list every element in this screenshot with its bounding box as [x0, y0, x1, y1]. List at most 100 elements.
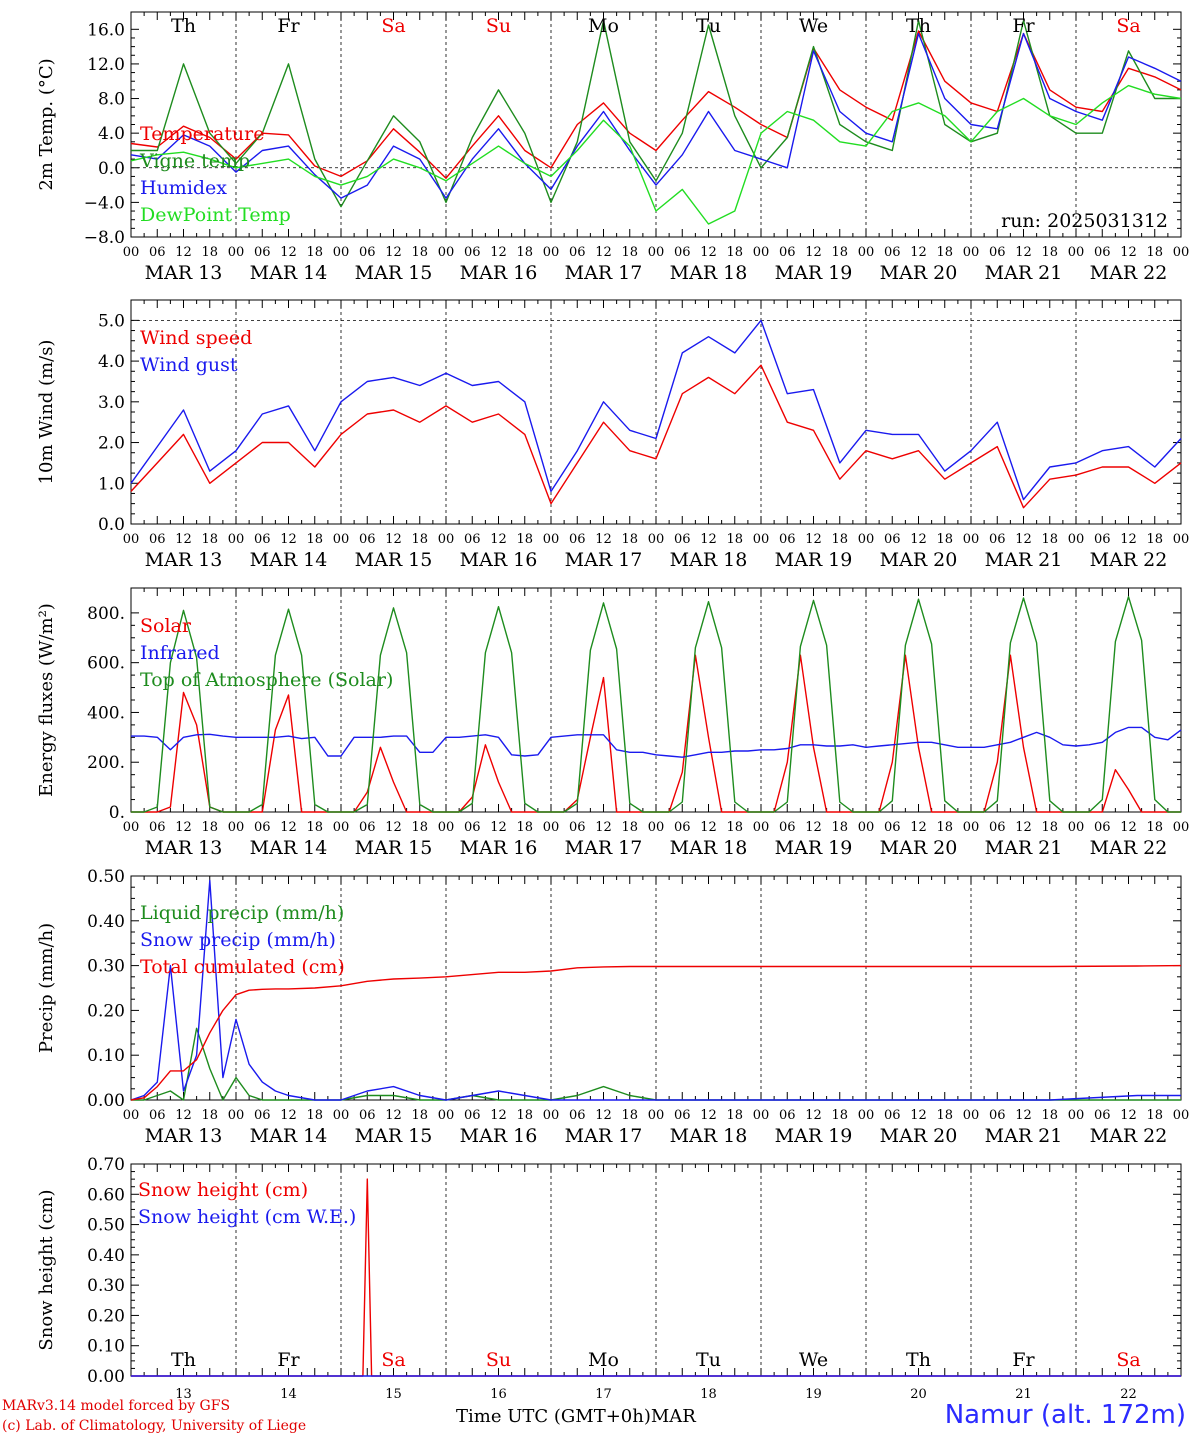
weekday-label: Fr	[277, 15, 300, 37]
hour-tick-label: 12	[805, 245, 822, 260]
hour-tick-label: 06	[884, 532, 901, 547]
hour-tick-label: 18	[621, 245, 638, 260]
hour-tick-label: 00	[963, 245, 980, 260]
panel-1	[130, 11, 1182, 238]
y-tick-label: 3.0	[98, 393, 125, 413]
date-label: MAR 18	[670, 1125, 748, 1147]
hour-tick-label: 18	[726, 820, 743, 835]
hour-tick-label: 06	[1094, 1108, 1111, 1123]
hour-tick-label: 12	[700, 532, 717, 547]
hour-tick-label: 06	[149, 532, 166, 547]
y-tick-label: 2.0	[98, 434, 125, 454]
hour-tick-label: 06	[1094, 245, 1111, 260]
y-tick-label: −8.0	[84, 228, 125, 248]
date-label: MAR 17	[565, 1125, 643, 1147]
day-number-label: 22	[1120, 1387, 1137, 1402]
hour-tick-label: 18	[1146, 245, 1163, 260]
y-tick-label: 0.30	[87, 957, 125, 977]
date-label: MAR 14	[250, 837, 328, 859]
hour-tick-label: 18	[1041, 1108, 1058, 1123]
hour-tick-label: 00	[438, 820, 455, 835]
weekday-label: Sa	[1116, 1349, 1140, 1371]
date-label: MAR 16	[460, 837, 538, 859]
hour-tick-label: 18	[831, 1108, 848, 1123]
hour-tick-label: 00	[1173, 532, 1190, 547]
weekday-label: Tu	[696, 15, 721, 37]
y-tick-label: 12.0	[87, 55, 125, 75]
hour-tick-label: 12	[700, 820, 717, 835]
legend-entry: Temperature	[140, 123, 264, 145]
y-tick-label: 5.0	[98, 311, 125, 331]
hour-tick-label: 18	[726, 245, 743, 260]
series-line-light_green	[130, 84, 1182, 225]
hour-tick-label: 00	[228, 820, 245, 835]
station-label: Namur (alt. 172m)	[944, 1400, 1186, 1430]
y-tick-label: 0.50	[87, 1216, 125, 1236]
y-tick-label: 0.0	[98, 515, 125, 535]
y-axis-label: Precip (mm/h)	[36, 923, 57, 1053]
date-label: MAR 19	[775, 1125, 853, 1147]
panel-frame	[130, 299, 1182, 525]
hour-tick-label: 18	[1041, 245, 1058, 260]
hour-tick-label: 18	[306, 532, 323, 547]
date-label: MAR 13	[145, 1125, 223, 1147]
hour-tick-label: 00	[753, 1108, 770, 1123]
hour-tick-label: 06	[989, 1108, 1006, 1123]
y-tick-label: 0.40	[87, 912, 125, 932]
hour-tick-label: 12	[700, 1108, 717, 1123]
weekday-label: Fr	[1012, 1349, 1035, 1371]
hour-tick-label: 18	[201, 820, 218, 835]
hour-tick-label: 18	[621, 820, 638, 835]
hour-tick-label: 12	[595, 245, 612, 260]
hour-tick-label: 00	[1068, 245, 1085, 260]
hour-tick-label: 06	[779, 532, 796, 547]
hour-tick-label: 00	[648, 245, 665, 260]
date-label: MAR 14	[250, 549, 328, 571]
date-label: MAR 20	[880, 837, 958, 859]
y-tick-label: 0.00	[87, 1367, 125, 1387]
hour-tick-label: 12	[1120, 245, 1137, 260]
hour-tick-label: 06	[569, 245, 586, 260]
hour-tick-label: 12	[1015, 245, 1032, 260]
hour-tick-label: 06	[254, 245, 271, 260]
series-line-green	[131, 596, 1181, 813]
hour-tick-label: 18	[831, 820, 848, 835]
y-tick-label: 0.	[109, 803, 125, 823]
hour-tick-label: 12	[385, 532, 402, 547]
date-label: MAR 16	[460, 262, 538, 284]
series-line-blue	[130, 319, 1182, 501]
x-axis-title: Time UTC (GMT+0h)MAR	[456, 1406, 696, 1427]
weekday-label: Fr	[1012, 15, 1035, 37]
hour-tick-label: 12	[385, 245, 402, 260]
legend-entry: Total cumulated (cm)	[140, 956, 345, 978]
hour-tick-label: 18	[516, 1108, 533, 1123]
date-label: MAR 22	[1090, 1125, 1168, 1147]
hour-tick-label: 12	[385, 1108, 402, 1123]
hour-tick-label: 18	[831, 532, 848, 547]
hour-tick-label: 12	[595, 532, 612, 547]
hour-tick-label: 06	[989, 532, 1006, 547]
hour-tick-label: 18	[1041, 820, 1058, 835]
hour-tick-label: 00	[543, 245, 560, 260]
y-tick-label: 0.0	[98, 159, 125, 179]
date-label: MAR 22	[1090, 837, 1168, 859]
hour-tick-label: 00	[438, 245, 455, 260]
hour-tick-label: 06	[149, 1108, 166, 1123]
hour-tick-label: 12	[175, 820, 192, 835]
hour-tick-label: 06	[1094, 532, 1111, 547]
hour-tick-label: 06	[989, 820, 1006, 835]
hour-tick-label: 12	[490, 1108, 507, 1123]
hour-tick-label: 00	[333, 1108, 350, 1123]
y-tick-label: 400.	[87, 703, 125, 723]
run-label: run: 2025031312	[1001, 210, 1168, 232]
date-label: MAR 22	[1090, 262, 1168, 284]
series-line-blue	[131, 726, 1182, 758]
hour-tick-label: 06	[464, 245, 481, 260]
weekday-label: We	[799, 1349, 828, 1371]
legend-entry: Snow height (cm W.E.)	[138, 1206, 356, 1228]
hour-tick-label: 18	[831, 245, 848, 260]
hour-tick-label: 00	[753, 820, 770, 835]
hour-tick-label: 00	[753, 245, 770, 260]
date-label: MAR 21	[985, 837, 1063, 859]
date-label: MAR 19	[775, 262, 853, 284]
